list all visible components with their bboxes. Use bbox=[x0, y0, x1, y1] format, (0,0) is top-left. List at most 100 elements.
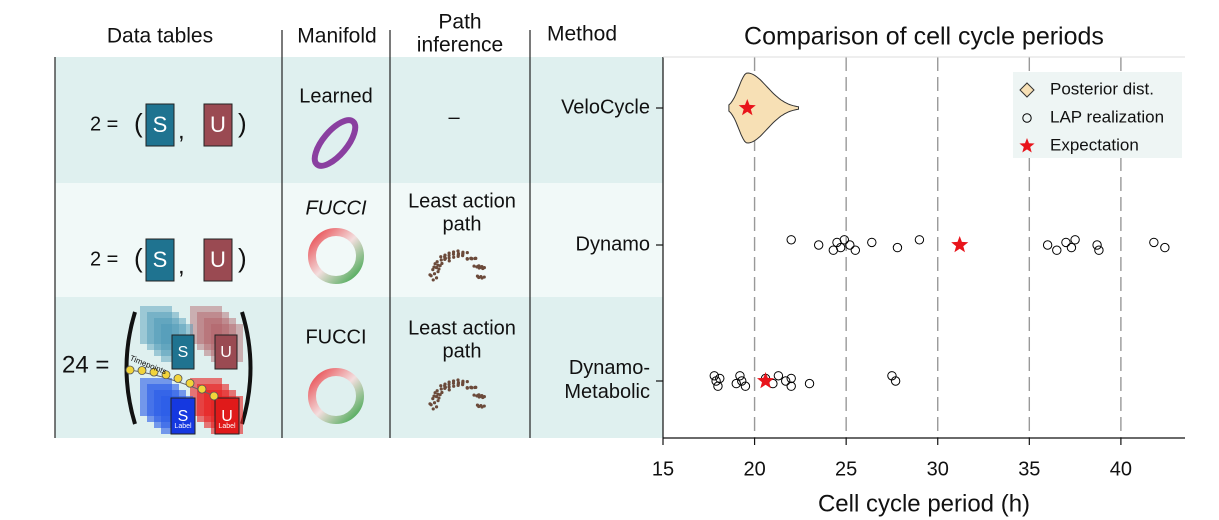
manifold: Learned bbox=[299, 85, 372, 107]
legend-label: LAP realization bbox=[1050, 107, 1164, 126]
lap-point bbox=[839, 235, 850, 245]
timepoint bbox=[149, 367, 159, 377]
paren: ( bbox=[134, 243, 143, 273]
lap-dot bbox=[431, 268, 435, 272]
path-inference: Least action path bbox=[408, 318, 516, 363]
lap-dot bbox=[447, 388, 451, 392]
count: 24 = bbox=[62, 351, 109, 378]
lap-dot bbox=[477, 275, 481, 280]
lap-point bbox=[804, 378, 815, 389]
violin bbox=[728, 72, 799, 144]
lap-dot bbox=[432, 394, 436, 398]
matrix-label: U bbox=[210, 247, 226, 272]
lap-dot bbox=[477, 404, 481, 409]
matrix-box bbox=[203, 238, 233, 282]
lap-dot bbox=[447, 385, 451, 389]
bracket bbox=[240, 311, 253, 425]
lap-dot bbox=[465, 257, 469, 261]
lap-dot bbox=[434, 395, 439, 399]
lap-point bbox=[781, 376, 791, 386]
lap-dot bbox=[473, 385, 477, 390]
lap-dot bbox=[432, 401, 437, 405]
lap-point bbox=[1149, 237, 1159, 248]
lap-dot bbox=[469, 385, 473, 390]
lap-dot bbox=[456, 381, 461, 385]
lap-dot bbox=[465, 251, 469, 255]
timepoint bbox=[125, 365, 135, 375]
lap-dot bbox=[432, 265, 436, 269]
matrix-label: U bbox=[220, 344, 232, 361]
lap-dot bbox=[481, 266, 485, 271]
lap-dot bbox=[481, 395, 485, 400]
lap-dot bbox=[434, 276, 439, 280]
lap-dot bbox=[434, 405, 439, 409]
timepoint bbox=[137, 366, 147, 375]
comma: , bbox=[178, 252, 185, 279]
lap-point bbox=[786, 235, 796, 245]
count: 2 = bbox=[90, 248, 118, 270]
lap-dot bbox=[461, 379, 465, 383]
lap-dot bbox=[436, 399, 440, 403]
lap-dot bbox=[439, 387, 443, 391]
lap-point bbox=[1160, 242, 1170, 253]
legend-swatch bbox=[1019, 82, 1035, 98]
fucci-ring bbox=[308, 368, 364, 424]
manifold: FUCCI bbox=[305, 197, 367, 219]
header: Method bbox=[547, 23, 617, 46]
x-axis-label: Cell cycle period (h) bbox=[818, 490, 1030, 517]
legend-swatch bbox=[1022, 113, 1032, 123]
lap-point bbox=[835, 242, 846, 253]
lap-dot bbox=[447, 251, 451, 255]
lap-dot bbox=[439, 258, 443, 262]
lap-point bbox=[735, 371, 745, 381]
path-inference: – bbox=[448, 106, 460, 128]
lap-dot bbox=[431, 407, 435, 411]
y-tick-label: Dynamo bbox=[576, 233, 650, 255]
lap-point bbox=[890, 376, 901, 386]
legend-swatch bbox=[1019, 138, 1035, 153]
lap-point bbox=[813, 240, 824, 250]
count: 2 = bbox=[90, 113, 118, 135]
lap-dot bbox=[431, 397, 435, 401]
lap-dot bbox=[433, 391, 437, 395]
fucci-ring bbox=[308, 228, 364, 284]
lap-point bbox=[773, 371, 784, 381]
label-sub: Label bbox=[218, 423, 236, 430]
chart-title: Comparison of cell cycle periods bbox=[744, 23, 1104, 51]
lap-dot bbox=[439, 384, 443, 388]
timepoint bbox=[173, 374, 183, 383]
legend-label: Posterior dist. bbox=[1050, 79, 1154, 98]
lap-point bbox=[715, 373, 725, 384]
lap-dot bbox=[469, 256, 473, 261]
lap-point bbox=[786, 373, 796, 384]
lap-dot bbox=[437, 267, 441, 271]
table-lines bbox=[54, 30, 531, 438]
lap-point bbox=[740, 381, 751, 391]
legend-label: Expectation bbox=[1050, 135, 1139, 154]
label-sub: Label bbox=[174, 423, 192, 430]
expectation bbox=[757, 372, 775, 389]
lap-dot bbox=[435, 389, 439, 393]
lap-dot bbox=[435, 260, 439, 264]
lap-point bbox=[709, 371, 719, 381]
paren: ) bbox=[238, 243, 247, 273]
lap-dot bbox=[443, 386, 447, 391]
header: Data tables bbox=[107, 25, 213, 48]
stack bbox=[140, 306, 172, 344]
lap-dot bbox=[447, 253, 451, 258]
lap-dot bbox=[447, 259, 451, 263]
lap-dot bbox=[473, 256, 477, 261]
matrix-box bbox=[145, 103, 175, 147]
lap-point bbox=[731, 378, 741, 389]
lap-dot bbox=[465, 380, 469, 384]
lap-dot bbox=[429, 274, 433, 278]
x-tick-label: 30 bbox=[927, 458, 949, 480]
table: Data tables Manifold Method bbox=[107, 23, 617, 48]
lap-point bbox=[1052, 245, 1062, 255]
lap-dot bbox=[465, 386, 469, 390]
lap-dot bbox=[440, 261, 444, 266]
lap-dot bbox=[436, 270, 440, 274]
lap-point bbox=[867, 237, 877, 248]
lap-point bbox=[1092, 240, 1102, 250]
